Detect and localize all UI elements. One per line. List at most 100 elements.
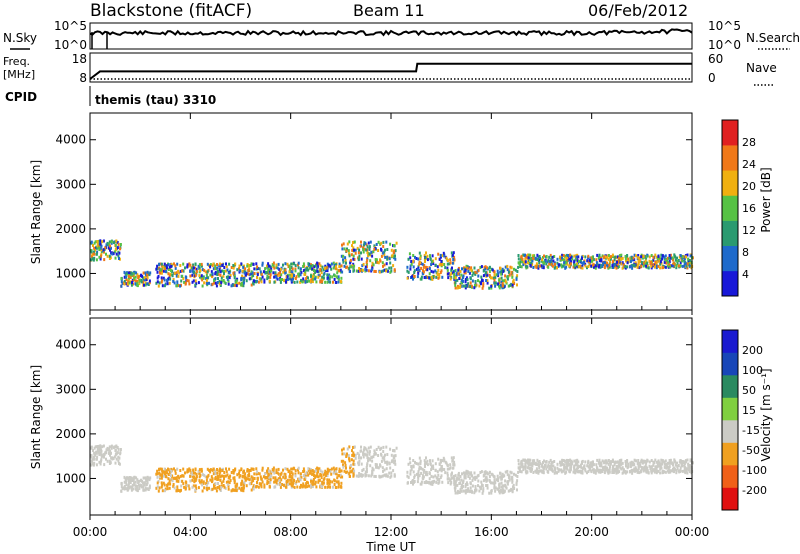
velocity-echo	[316, 474, 319, 478]
power-echo	[382, 251, 385, 255]
power-echo	[541, 258, 544, 262]
power-echo	[499, 270, 502, 274]
power-echo	[454, 286, 457, 290]
power-echo	[500, 269, 503, 273]
power-echo	[380, 270, 383, 274]
velocity-echo	[187, 484, 190, 488]
velocity-echo	[394, 454, 397, 458]
power-echo	[131, 281, 133, 284]
velocity-echo	[92, 463, 95, 467]
velocity-echo	[252, 479, 255, 482]
power-echo	[156, 270, 159, 274]
power-echo	[102, 239, 105, 243]
power-echo	[109, 248, 111, 252]
velocity-echo	[96, 445, 99, 449]
power-echo	[575, 255, 578, 259]
power-echo	[681, 255, 684, 259]
power-echo	[314, 270, 317, 274]
power-echo	[480, 265, 483, 269]
velocity-echo	[409, 469, 412, 473]
velocity-echo	[607, 462, 610, 466]
velocity-echo	[560, 470, 563, 474]
power-echo	[157, 284, 160, 288]
colorbar-swatch	[722, 397, 738, 421]
power-echo	[553, 255, 556, 258]
velocity-echo	[198, 471, 201, 475]
velocity-echo	[145, 479, 148, 483]
power-echo	[344, 256, 347, 260]
power-echo	[587, 254, 590, 258]
power-echo	[99, 239, 102, 243]
power-echo	[464, 284, 467, 288]
power-echo	[225, 265, 228, 269]
velocity-echo	[172, 484, 175, 488]
velocity-echo	[242, 486, 245, 490]
velocity-echo	[609, 462, 612, 466]
velocity-echo	[376, 465, 379, 469]
power-echo	[450, 251, 453, 255]
power-echo	[184, 266, 186, 270]
velocity-echo	[322, 473, 325, 477]
power-echo	[647, 266, 650, 270]
velocity-echo	[389, 466, 392, 470]
power-echo	[304, 279, 307, 283]
power-echo	[501, 284, 504, 288]
power-echo	[100, 248, 103, 252]
velocity-echo	[250, 477, 253, 481]
power-echo	[638, 266, 641, 270]
velocity-echo	[443, 458, 446, 462]
power-echo	[578, 265, 581, 269]
velocity-echo	[95, 451, 98, 455]
power-echo	[276, 277, 279, 281]
power-echo	[216, 281, 219, 284]
power-echo	[217, 272, 220, 276]
velocity-echo	[233, 476, 236, 480]
velocity-echo	[420, 471, 423, 475]
velocity-echo	[155, 472, 158, 476]
velocity-echo	[143, 488, 145, 492]
power-echo	[244, 273, 247, 277]
power-echo	[226, 268, 229, 272]
velocity-echo	[198, 479, 201, 483]
power-echo	[676, 260, 679, 263]
velocity-echo	[346, 452, 348, 456]
power-echo	[567, 258, 570, 262]
velocity-echo	[426, 459, 429, 463]
power-echo	[606, 256, 609, 260]
velocity-echo	[226, 473, 229, 477]
velocity-echo	[477, 473, 480, 477]
power-echo	[138, 282, 141, 286]
velocity-echo	[192, 471, 195, 475]
colorbar-swatch	[722, 352, 738, 376]
velocity-echo	[297, 468, 299, 472]
velocity-echo	[94, 445, 97, 449]
power-echo	[460, 284, 463, 288]
velocity-echo	[625, 464, 627, 468]
power-echo	[499, 284, 502, 287]
velocity-echo	[343, 469, 346, 473]
power-echo	[290, 276, 293, 280]
power-echo	[297, 261, 300, 265]
power-echo	[289, 273, 292, 277]
power-echo	[201, 268, 204, 272]
velocity-echo	[167, 477, 170, 481]
velocity-echo	[368, 457, 371, 461]
power-echo	[212, 267, 215, 271]
velocity-echo	[241, 479, 244, 483]
power-echo	[198, 263, 201, 267]
velocity-echo	[200, 481, 203, 485]
velocity-echo	[569, 467, 572, 471]
power-echo	[561, 256, 563, 260]
power-echo	[420, 275, 423, 279]
power-echo	[232, 283, 235, 287]
power-echo	[363, 247, 366, 251]
power-echo	[326, 273, 329, 277]
velocity-echo	[417, 475, 420, 478]
velocity-echo	[451, 458, 454, 462]
power-echo	[314, 277, 317, 281]
power-echo	[509, 265, 512, 269]
power-echo	[163, 284, 166, 288]
velocity-echo	[354, 456, 357, 460]
velocity-echo	[361, 473, 364, 477]
power-echo	[423, 263, 426, 267]
